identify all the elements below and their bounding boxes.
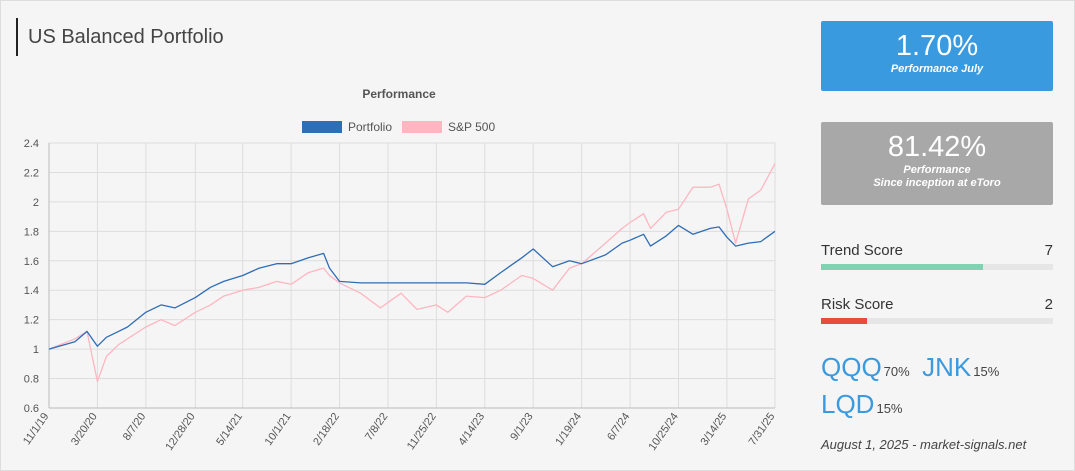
- july-performance-label: Performance July: [890, 63, 984, 75]
- portfolio-series-line: [48, 224, 776, 350]
- x-tick-label: 4/14/23: [456, 411, 487, 448]
- trend-score-fill: [821, 264, 984, 270]
- x-tick-label: 6/7/24: [605, 411, 632, 443]
- holdings: QQQ 70% JNK 15% LQD 15%: [821, 352, 1061, 420]
- x-tick-label: 5/14/21: [214, 411, 245, 448]
- holding-item[interactable]: LQD 15%: [821, 389, 903, 420]
- x-tick-label: 8/7/20: [121, 411, 148, 443]
- risk-score-fill: [821, 318, 868, 324]
- holding-weight: 15%: [973, 364, 1000, 379]
- chart-title: Performance: [362, 87, 436, 101]
- holding-ticker[interactable]: QQQ: [821, 352, 882, 382]
- holding-ticker[interactable]: LQD: [821, 389, 875, 419]
- holding-item[interactable]: QQQ 70%: [821, 352, 910, 383]
- y-tick-label: 1: [33, 344, 39, 356]
- risk-score-bar: [821, 318, 1053, 324]
- y-tick-label: 1.2: [24, 315, 39, 327]
- holding-weight: 70%: [883, 364, 910, 379]
- legend-swatch: [302, 121, 342, 133]
- x-tick-label: 11/1/19: [21, 411, 51, 447]
- y-tick-label: 1.6: [24, 256, 39, 268]
- x-tick-label: 11/25/22: [405, 411, 439, 452]
- x-tick-label: 12/28/20: [163, 411, 197, 453]
- july-performance-card: 1.70% Performance July: [821, 21, 1053, 91]
- july-performance-value: 1.70%: [895, 30, 979, 62]
- holding-weight: 15%: [876, 401, 903, 416]
- x-tick-label: 1/19/24: [553, 411, 584, 448]
- holding-item[interactable]: JNK 15%: [922, 352, 999, 383]
- legend-swatch: [402, 121, 442, 133]
- inception-performance-label: Performance: [903, 164, 971, 176]
- risk-score: Risk Score 2: [821, 296, 1053, 324]
- x-tick-label: 9/1/23: [508, 411, 535, 443]
- trend-score-label: Trend Score: [821, 242, 903, 259]
- x-tick-label: 7/8/22: [363, 411, 390, 443]
- y-tick-label: 2: [33, 197, 39, 209]
- y-tick-label: 1.4: [24, 285, 39, 297]
- y-tick-label: 0.8: [24, 374, 39, 386]
- legend-label: Portfolio: [348, 120, 392, 134]
- y-tick-label: 2.4: [24, 138, 39, 150]
- inception-performance-sublabel: Since inception at eToro: [873, 177, 1001, 189]
- risk-score-value: 2: [1044, 296, 1053, 313]
- risk-score-label: Risk Score: [821, 296, 894, 313]
- x-tick-label: 3/14/25: [698, 411, 729, 448]
- x-tick-label: 10/1/21: [263, 411, 294, 448]
- y-tick-label: 2.2: [24, 167, 39, 179]
- y-tick-label: 0.6: [24, 403, 39, 415]
- inception-performance-value: 81.42%: [887, 131, 987, 163]
- x-tick-label: 10/25/24: [647, 411, 681, 453]
- trend-score-value: 7: [1044, 242, 1053, 259]
- y-tick-label: 1.8: [24, 226, 39, 238]
- x-tick-label: 3/20/20: [69, 411, 100, 448]
- page-title-bar: US Balanced Portfolio: [16, 18, 224, 56]
- legend-label: S&P 500: [448, 120, 495, 134]
- trend-score-bar: [821, 264, 1053, 270]
- page-title: US Balanced Portfolio: [28, 26, 224, 48]
- sp500-series-line: [48, 163, 776, 383]
- performance-chart: Performance Portfolio S&P 500 0.6 0.8 1 1.2 1.4…: [21, 87, 778, 453]
- trend-score: Trend Score 7: [821, 242, 1053, 270]
- x-tick-label: 7/31/25: [747, 411, 778, 448]
- x-tick-label: 2/18/22: [311, 411, 342, 448]
- footer-date-source: August 1, 2025 - market-signals.net: [821, 437, 1027, 452]
- holding-ticker[interactable]: JNK: [922, 352, 972, 382]
- inception-performance-card: 81.42% Performance Since inception at eT…: [821, 122, 1053, 205]
